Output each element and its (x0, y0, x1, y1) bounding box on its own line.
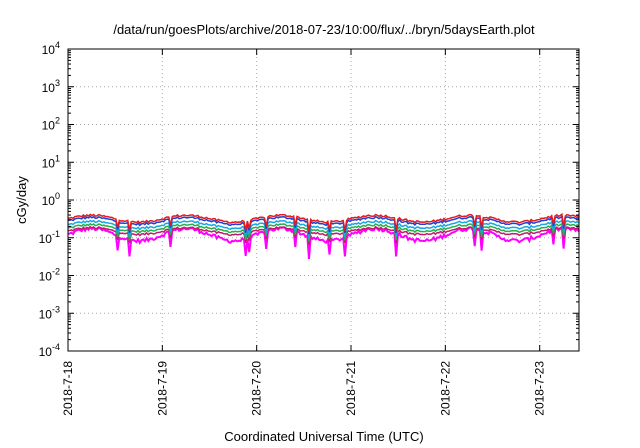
y-tick-base: 10 (39, 307, 53, 321)
y-tick-exponent: 3 (55, 78, 60, 88)
series-line (67, 215, 580, 235)
y-tick-label: 103 (42, 78, 60, 95)
y-tick-exponent: -3 (52, 304, 60, 314)
x-axis-label: Coordinated Universal Time (UTC) (224, 429, 423, 444)
x-tick-label: 2018-7-23 (533, 361, 547, 416)
x-tick-label: 2018-7-21 (344, 361, 358, 416)
y-tick-base: 10 (39, 345, 53, 359)
chart-title: /data/run/goesPlots/archive/2018-07-23/1… (113, 22, 535, 37)
grid (68, 49, 579, 351)
y-tick-exponent: -1 (52, 229, 60, 239)
y-tick-label: 10-1 (39, 229, 60, 246)
y-tick-label: 104 (42, 40, 60, 57)
y-tick-exponent: 1 (55, 153, 60, 163)
series-layer (67, 212, 580, 259)
series-line (67, 219, 580, 239)
y-tick-exponent: 0 (55, 191, 60, 201)
y-tick-exponent: -2 (52, 267, 60, 277)
x-tick-label: 2018-7-22 (438, 361, 452, 416)
x-tick-label: 2018-7-20 (250, 361, 264, 416)
y-tick-exponent: 4 (55, 40, 60, 50)
y-tick-base: 10 (42, 43, 56, 57)
x-tick-label: 2018-7-18 (61, 361, 75, 416)
x-axis: 2018-7-18 2018-7-19 2018-7-20 2018-7-21 2018… (61, 49, 547, 416)
y-tick-label: 102 (42, 116, 60, 133)
y-tick-base: 10 (42, 156, 56, 170)
y-axis-label: cGy/day (14, 176, 29, 224)
x-tick-label: 2018-7-19 (155, 361, 169, 416)
y-tick-label: 10-2 (39, 267, 60, 284)
series-line (67, 222, 580, 242)
y-tick-exponent: 2 (55, 116, 60, 126)
y-tick-label: 10-4 (39, 342, 60, 359)
series-line (67, 224, 580, 259)
series-line (67, 212, 580, 233)
series-line (67, 225, 580, 245)
y-tick-base: 10 (39, 270, 53, 284)
y-tick-label: 100 (42, 191, 60, 208)
y-tick-base: 10 (42, 119, 56, 133)
y-tick-label: 101 (42, 153, 60, 170)
y-tick-base: 10 (42, 194, 56, 208)
y-tick-label: 10-3 (39, 304, 60, 321)
y-tick-base: 10 (42, 81, 56, 95)
y-tick-base: 10 (39, 232, 53, 246)
y-tick-exponent: -4 (52, 342, 60, 352)
